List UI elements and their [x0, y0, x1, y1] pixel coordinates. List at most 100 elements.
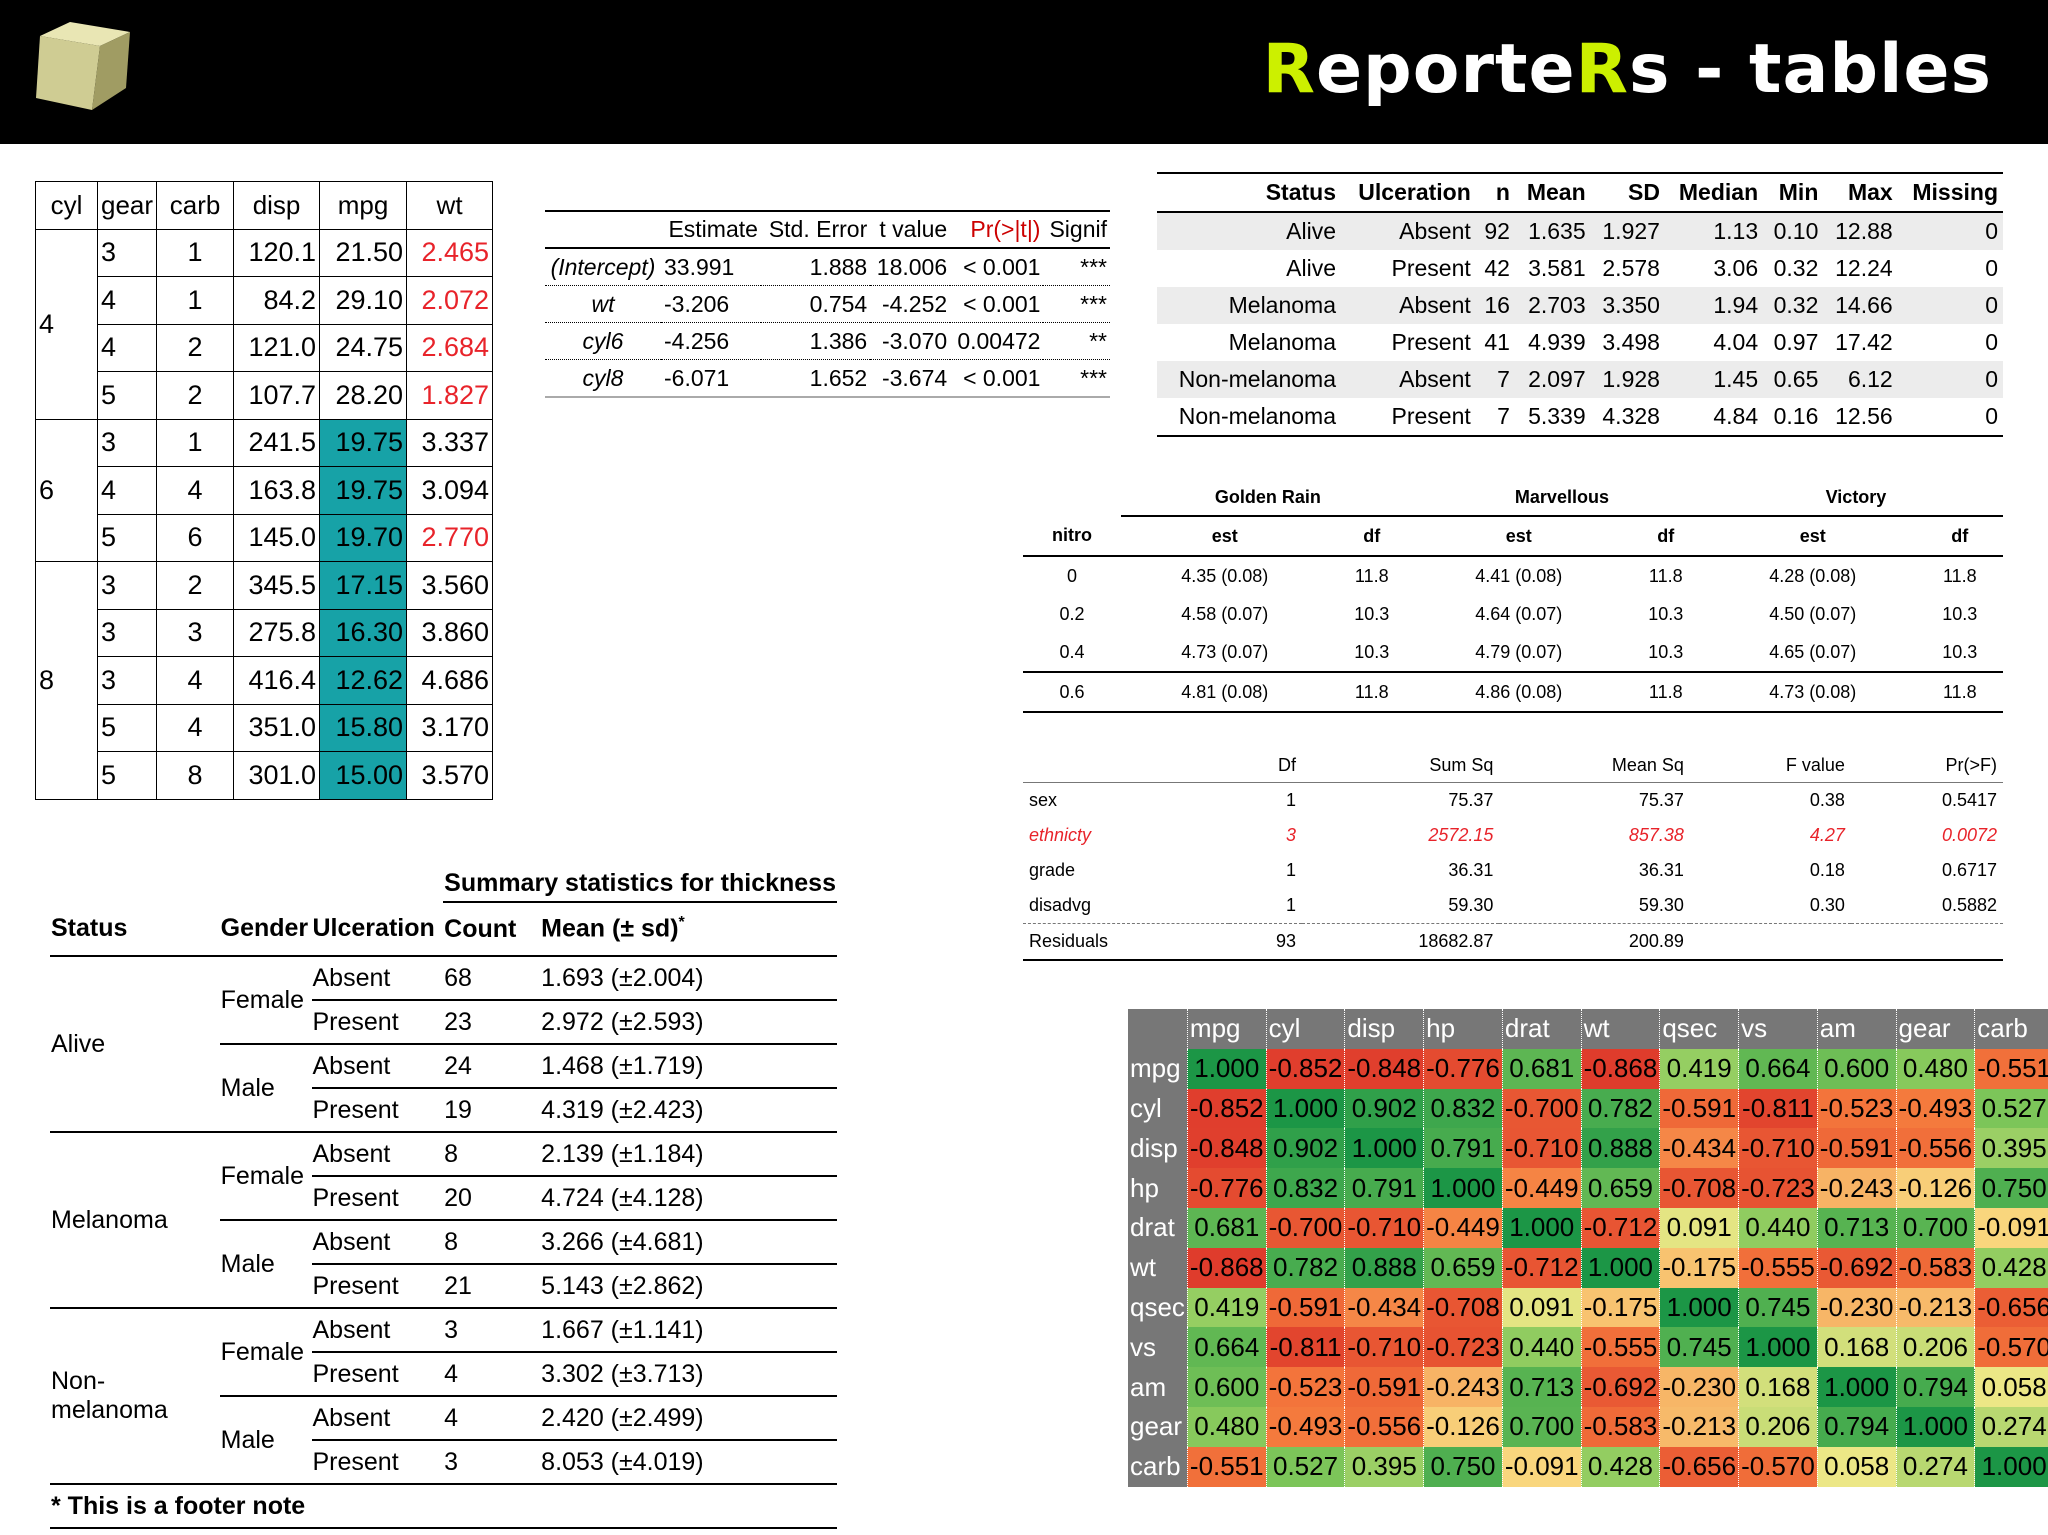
column-header-wt: wt — [406, 181, 494, 230]
column-header-cyl: cyl — [35, 181, 98, 230]
column-header: wt — [1581, 1009, 1661, 1049]
carb-cell: 1 — [156, 228, 235, 277]
ulceration-cell: Absent — [311, 956, 444, 1001]
table-row: 4 3 1 120.1 21.50 2.465 — [35, 228, 494, 420]
table-row: Non-melanoma Female Absent 3 1.667 (±1.141) — [50, 1308, 837, 1485]
corr-cell: 0.058 — [1817, 1446, 1897, 1487]
value-cell: 17.42 — [1835, 329, 1893, 355]
corr-cell: 0.440 — [1502, 1327, 1582, 1368]
value-cell: 4.50 (0.07) — [1769, 603, 1857, 624]
row-label: wt — [591, 290, 615, 317]
value-cell: 4.73 (0.07) — [1181, 641, 1269, 662]
corr-cell: -0.710 — [1502, 1128, 1582, 1169]
corr-cell: -0.591 — [1817, 1128, 1897, 1169]
value-cell: 1.386 — [809, 327, 868, 354]
row-header: wt — [1128, 1247, 1188, 1288]
count-cell: 19 — [443, 1088, 536, 1133]
corr-cell: 0.659 — [1581, 1168, 1661, 1208]
value-cell: 4.86 (0.08) — [1475, 681, 1563, 702]
value-cell: 0 — [1985, 366, 1998, 392]
table-row: disadvg 1 59.30 59.30 0.30 0.5882 — [1023, 888, 2003, 924]
table-row: Male Absent 24 1.468 (±1.719) — [50, 1044, 837, 1133]
table-row: 5 8 301.0 15.00 3.570 — [36, 751, 494, 800]
value-cell: -3.206 — [664, 290, 730, 317]
count-cell: 68 — [443, 956, 536, 1001]
value-cell: 1.635 — [1528, 218, 1586, 244]
table-row: cyl6 -4.256 1.386 -3.070 0.00472 ** — [545, 323, 1110, 360]
carb-cell: 2 — [156, 561, 235, 610]
corr-cell: 0.206 — [1896, 1327, 1976, 1368]
table-row: Residuals 93 18682.87 200.89 — [1023, 923, 2003, 960]
value-cell: 1 — [1285, 790, 1296, 810]
corr-cell: 1.000 — [1266, 1088, 1346, 1129]
count-cell: 8 — [443, 1132, 536, 1177]
footer-note: * This is a footer note — [50, 1484, 837, 1529]
table-row: 5 4 351.0 15.80 3.170 — [36, 703, 494, 752]
corr-cell: -0.556 — [1896, 1128, 1976, 1169]
mean-cell: 5.143 (±2.862) — [535, 1264, 837, 1309]
status-cell: Melanoma — [50, 1132, 220, 1309]
corr-cell: -0.243 — [1817, 1168, 1897, 1208]
corr-cell: -0.723 — [1423, 1327, 1503, 1368]
value-cell: 3.06 — [1713, 255, 1759, 281]
row-header: mpg — [1128, 1048, 1188, 1089]
value-cell: -4.256 — [664, 327, 730, 354]
corr-cell: -0.555 — [1581, 1327, 1661, 1368]
gear-cell: 4 — [96, 323, 158, 372]
column-header: Estimate — [668, 216, 758, 242]
count-cell: 20 — [443, 1176, 536, 1221]
corr-cell: -0.708 — [1423, 1287, 1503, 1328]
mean-cell: 3.302 (±3.713) — [535, 1352, 837, 1397]
value-cell: 200.89 — [1628, 931, 1684, 951]
column-header: disp — [1344, 1009, 1425, 1049]
column-header: Missing — [1912, 179, 1998, 205]
value-cell: 42 — [1484, 255, 1510, 281]
value-cell: 4.28 (0.08) — [1769, 565, 1857, 586]
column-header: vs — [1738, 1009, 1818, 1049]
table-row: 0.2 4.58 (0.07) 10.3 4.64 (0.07) 10.3 4.50 (0… — [1023, 595, 2003, 633]
count-cell: 21 — [443, 1264, 536, 1309]
ulceration-cell: Present — [311, 1088, 444, 1133]
cube-logo-icon — [36, 22, 130, 110]
column-header-gear: gear — [96, 181, 158, 230]
cyl-cell: 8 — [35, 561, 98, 800]
table-row: Male Absent 8 3.266 (±4.681) — [50, 1220, 837, 1309]
corr-cell: 0.791 — [1344, 1168, 1425, 1208]
corr-cell: 0.745 — [1738, 1287, 1818, 1328]
wt-cell: 3.860 — [406, 608, 494, 657]
table-row: 0.4 4.73 (0.07) 10.3 4.79 (0.07) 10.3 4.65 (0… — [1023, 633, 2003, 672]
corr-cell: 1.000 — [1974, 1446, 2048, 1487]
table-row: Alive Present 42 3.581 2.578 3.06 0.32 12.24 0 — [1157, 250, 2003, 287]
corr-cell: 0.168 — [1817, 1327, 1897, 1368]
column-header: Pr(>F) — [1945, 754, 1998, 775]
row-header: cyl — [1128, 1088, 1188, 1129]
row-header: hp — [1128, 1168, 1188, 1208]
value-cell: 7 — [1497, 403, 1510, 429]
column-header: Status — [1265, 179, 1337, 205]
value-cell: 0 — [1985, 218, 1998, 244]
value-cell: 4.64 (0.07) — [1475, 603, 1563, 624]
value-cell: 0 — [1985, 329, 1998, 355]
count-cell: 23 — [443, 1000, 536, 1045]
value-cell: Alive — [1286, 255, 1337, 281]
value-cell: 4.41 (0.08) — [1475, 565, 1563, 586]
count-cell: 3 — [443, 1440, 536, 1485]
mean-cell: 2.972 (±2.593) — [535, 1000, 837, 1045]
column-header-mpg: mpg — [319, 181, 408, 230]
value-cell: 0.6 — [1059, 681, 1085, 702]
corr-cell: 0.440 — [1738, 1207, 1818, 1248]
corr-cell: -0.723 — [1738, 1168, 1818, 1208]
table-row: 4 4 163.8 19.75 3.094 — [36, 466, 494, 515]
column-header: Status — [51, 914, 128, 942]
row-header: vs — [1128, 1327, 1188, 1368]
corr-cell: 0.395 — [1974, 1128, 2048, 1169]
table-row: 4 2 121.0 24.75 2.684 — [36, 323, 494, 372]
corr-cell: -0.230 — [1817, 1287, 1897, 1328]
value-cell: < 0.001 — [963, 253, 1041, 280]
corr-cell: 0.681 — [1502, 1048, 1582, 1089]
column-header: Pr(>|t|) — [970, 216, 1041, 242]
column-header: F value — [1785, 754, 1845, 775]
column-header: Min — [1778, 179, 1819, 205]
corr-cell: -0.230 — [1659, 1367, 1740, 1407]
table-row: 0.6 4.81 (0.08) 11.8 4.86 (0.08) 11.8 4.73 (0… — [1023, 672, 2003, 712]
